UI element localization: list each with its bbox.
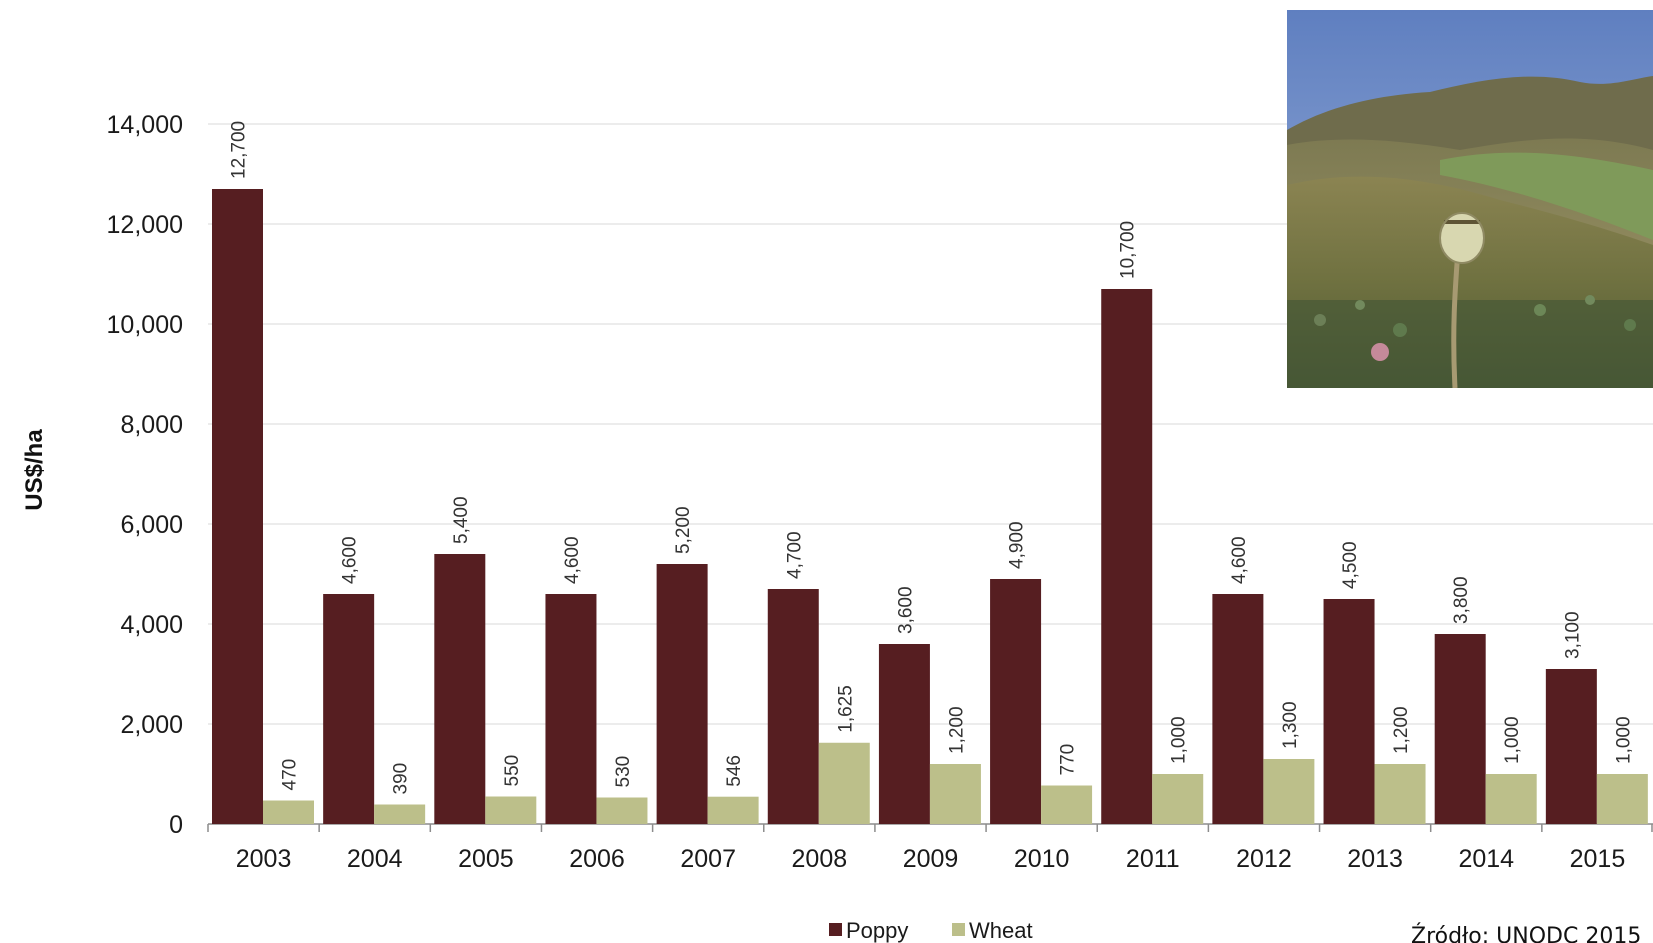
bar-wheat [1152, 774, 1204, 824]
data-label-wheat: 530 [613, 756, 634, 788]
data-label-poppy: 4,600 [1229, 536, 1250, 584]
bar-wheat [485, 796, 537, 824]
bar-wheat [374, 804, 426, 824]
data-label-wheat: 550 [502, 755, 523, 787]
x-tick-label: 2011 [1126, 845, 1180, 873]
data-label-wheat: 470 [280, 759, 301, 791]
x-tick-label: 2009 [903, 845, 959, 873]
data-label-poppy: 3,600 [895, 586, 916, 634]
bar-poppy [878, 644, 930, 824]
data-label-wheat: 1,000 [1502, 716, 1523, 764]
y-tick-label: 2,000 [120, 711, 183, 739]
bar-poppy [323, 594, 375, 824]
x-tick-label: 2008 [792, 845, 848, 873]
x-tick-label: 2004 [347, 845, 403, 873]
bar-wheat [596, 797, 648, 824]
data-label-wheat: 770 [1058, 744, 1079, 776]
x-tick-label: 2013 [1347, 845, 1403, 873]
source-note: Źródło: UNODC 2015 [1411, 923, 1641, 943]
data-label-wheat: 1,000 [1613, 716, 1634, 764]
data-label-wheat: 1,200 [1391, 706, 1412, 754]
bar-poppy [1323, 599, 1375, 824]
bar-wheat [1263, 759, 1315, 824]
data-label-poppy: 10,700 [1118, 221, 1139, 279]
data-label-poppy: 4,500 [1340, 541, 1361, 589]
x-tick-label: 2010 [1014, 845, 1070, 873]
bar-wheat [1041, 785, 1093, 824]
legend-label-wheat: Wheat [969, 918, 1033, 943]
y-tick-label: 12,000 [107, 211, 183, 239]
data-label-wheat: 1,000 [1169, 716, 1190, 764]
data-label-poppy: 3,800 [1451, 576, 1472, 624]
data-label-wheat: 390 [391, 763, 412, 795]
y-tick-label: 10,000 [107, 311, 183, 339]
bar-poppy [1434, 634, 1486, 824]
y-tick-label: 0 [169, 811, 183, 839]
value-labels: 12,700 470 4,600 390 5,400 550 4,600 530 5,200 54… [229, 121, 1635, 795]
y-tick-label: 8,000 [120, 411, 183, 439]
x-tick-label: 2006 [569, 845, 625, 873]
bar-poppy [434, 554, 486, 824]
bar-poppy [656, 564, 708, 824]
data-label-poppy: 5,400 [451, 496, 472, 544]
data-label-poppy: 4,600 [562, 536, 583, 584]
bar-wheat [707, 796, 759, 824]
data-label-wheat: 1,200 [946, 706, 967, 754]
bar-poppy [1212, 594, 1264, 824]
bars [212, 189, 1648, 824]
y-tick-label: 14,000 [107, 111, 183, 139]
data-label-poppy: 4,600 [340, 536, 361, 584]
bar-poppy [990, 579, 1042, 824]
x-tick-label: 2012 [1236, 845, 1292, 873]
bar-poppy [1101, 289, 1153, 824]
data-label-poppy: 12,700 [229, 121, 250, 179]
poppy-field-photo [1287, 10, 1653, 388]
data-label-wheat: 1,625 [835, 685, 856, 733]
bar-wheat [1374, 764, 1426, 824]
y-axis-title: US$/ha [21, 429, 48, 511]
bar-poppy [767, 589, 819, 824]
bar-wheat [263, 800, 314, 824]
y-tick-label: 4,000 [120, 611, 183, 639]
x-tick-label: 2015 [1570, 845, 1626, 873]
legend-label-poppy: Poppy [846, 918, 908, 943]
data-label-poppy: 4,900 [1007, 521, 1028, 569]
bar-wheat [929, 764, 981, 824]
x-tick-label: 2003 [236, 845, 292, 873]
bar-wheat [1485, 774, 1537, 824]
x-tick-label: 2007 [680, 845, 736, 873]
legend: Poppy Wheat [829, 918, 1033, 943]
data-label-wheat: 546 [724, 755, 745, 787]
legend-swatch-poppy [829, 923, 842, 936]
y-tick-label: 6,000 [120, 511, 183, 539]
x-tick-label: 2014 [1458, 845, 1514, 873]
data-label-poppy: 4,700 [784, 531, 805, 579]
data-label-poppy: 5,200 [673, 506, 694, 554]
bar-poppy [545, 594, 597, 824]
x-tick-label: 2005 [458, 845, 514, 873]
data-label-wheat: 1,300 [1280, 701, 1301, 749]
bar-wheat [1596, 774, 1648, 824]
bar-poppy [212, 189, 263, 824]
bar-wheat [818, 742, 870, 824]
bar-poppy [1545, 669, 1597, 824]
data-label-poppy: 3,100 [1562, 611, 1583, 659]
legend-swatch-wheat [952, 923, 965, 936]
